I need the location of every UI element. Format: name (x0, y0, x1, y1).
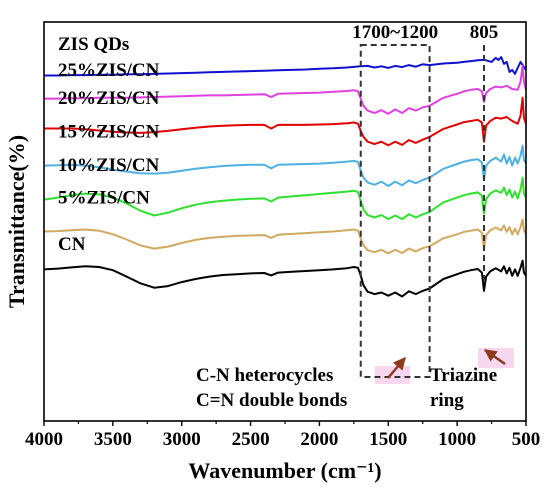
x-axis: 4000 3500 3000 2500 2000 1500 1000 500 (25, 421, 540, 450)
x-tick-label-6: 1000 (438, 429, 476, 450)
series-label-1: 25%ZIS/CN (58, 60, 160, 81)
series-label-6: CN (58, 234, 86, 255)
series-layer: ZIS QDs 25%ZIS/CN 20%ZIS/CN 15%ZIS/CN 10%ZIS… (43, 34, 527, 298)
annotation-layer: 1700~1200 805 C-N heterocycles C=N double b… (196, 22, 506, 411)
x-axis-label: Wavenumber (cm⁻¹) (188, 458, 381, 483)
x-tick-label-7: 500 (512, 429, 541, 450)
y-axis-label: Transmittance(%) (4, 135, 29, 308)
series-line-5 (43, 218, 527, 255)
x-tick-label-2: 3000 (163, 429, 201, 450)
series-line-3 (43, 144, 527, 187)
series-label-5: 5%ZIS/CN (58, 188, 150, 209)
note-double-bonds: C=N double bonds (196, 390, 347, 411)
arrow-heterocycles (387, 357, 406, 379)
note-heterocycles: C-N heterocycles (196, 365, 333, 386)
x-tick-label-0: 4000 (25, 429, 63, 450)
series-line-2 (44, 96, 527, 147)
region-box (359, 44, 431, 378)
highlight-heterocycles (375, 366, 410, 384)
series-line-4 (43, 176, 527, 221)
note-triazine: Triazine (430, 365, 497, 386)
arrow-triazine (483, 348, 506, 366)
series-label-2: 20%ZIS/CN (58, 88, 160, 109)
series-label-0: ZIS QDs (58, 34, 129, 55)
x-tick-label-3: 2500 (232, 429, 270, 450)
peak-805-label: 805 (470, 22, 499, 43)
note-ring: ring (430, 390, 464, 411)
series-label-4: 10%ZIS/CN (58, 155, 160, 176)
x-tick-label-5: 1500 (369, 429, 407, 450)
series-line-0 (44, 56, 527, 77)
x-tick-label-1: 3500 (94, 429, 132, 450)
series-label-3: 15%ZIS/CN (58, 122, 160, 143)
series-line-1 (44, 64, 527, 115)
series-line-6 (43, 259, 527, 298)
region-label: 1700~1200 (352, 22, 438, 43)
x-tick-label-4: 2000 (300, 429, 338, 450)
